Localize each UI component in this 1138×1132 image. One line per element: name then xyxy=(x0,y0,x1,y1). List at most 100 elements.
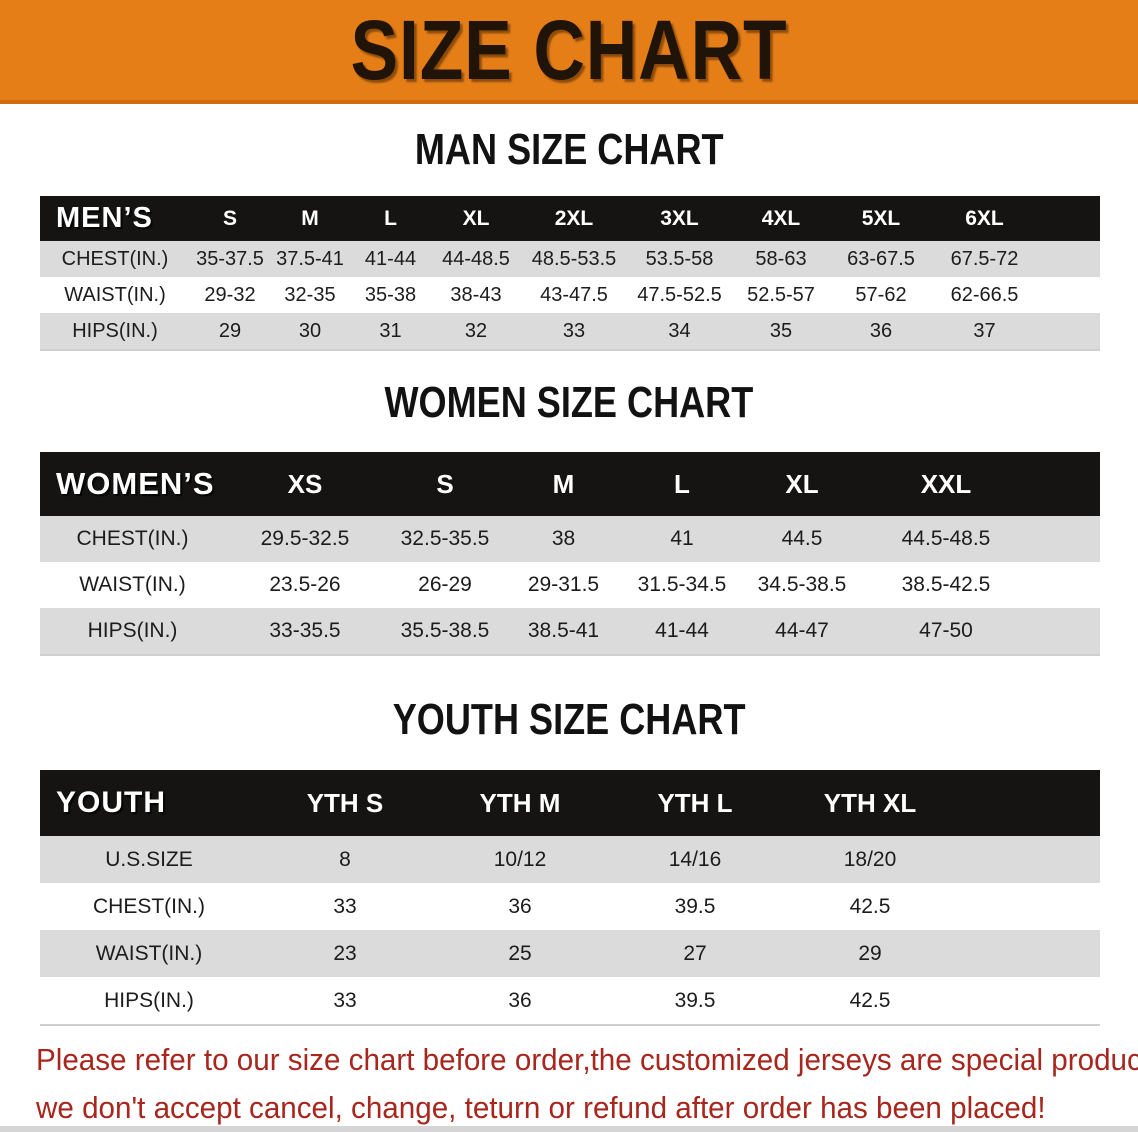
size-table: WOMEN’S XS S M L XL XXL CHEST(IN.) 29.5-32.5 32.5… xyxy=(40,452,1100,656)
column-header: 4XL xyxy=(732,196,830,241)
size-value-cell: 35-37.5 xyxy=(190,241,270,277)
header-filler xyxy=(958,770,1100,836)
size-value-cell: 36 xyxy=(432,977,608,1025)
size-value-cell: 33 xyxy=(521,313,627,350)
size-value-cell: 44-47 xyxy=(742,608,862,655)
size-value-cell: 35.5-38.5 xyxy=(385,608,505,655)
row-label: WAIST(IN.) xyxy=(40,562,225,608)
youth-section-heading: YOUTH SIZE CHART xyxy=(0,695,1138,744)
row-label: CHEST(IN.) xyxy=(40,516,225,562)
table-header-row: WOMEN’S XS S M L XL XXL xyxy=(40,452,1100,516)
row-label: HIPS(IN.) xyxy=(40,977,258,1025)
table-row: HIPS(IN.) 33 36 39.5 42.5 xyxy=(40,977,1100,1025)
size-value-cell: 42.5 xyxy=(782,977,958,1025)
size-value-cell: 35 xyxy=(732,313,830,350)
size-value-cell: 36 xyxy=(432,883,608,930)
size-value-cell: 58-63 xyxy=(732,241,830,277)
man-section-heading: MAN SIZE CHART xyxy=(0,125,1138,174)
size-value-cell: 36 xyxy=(830,313,932,350)
size-value-cell: 38.5-41 xyxy=(505,608,622,655)
size-value-cell: 57-62 xyxy=(830,277,932,313)
table-row: WAIST(IN.) 29-32 32-35 35-38 38-43 43-47.5 47.… xyxy=(40,277,1100,313)
youth-size-table: YOUTH YTH S YTH M YTH L YTH XL U.S.SIZE 8 10/12… xyxy=(40,770,1100,1026)
column-header: YTH L xyxy=(608,770,782,836)
size-value-cell: 52.5-57 xyxy=(732,277,830,313)
column-header: 2XL xyxy=(521,196,627,241)
table-row: CHEST(IN.) 29.5-32.5 32.5-35.5 38 41 44.5 44.5… xyxy=(40,516,1100,562)
column-header: XL xyxy=(742,452,862,516)
size-value-cell: 48.5-53.5 xyxy=(521,241,627,277)
size-value-cell: 42.5 xyxy=(782,883,958,930)
row-filler xyxy=(1030,608,1100,655)
column-header: XS xyxy=(225,452,385,516)
size-value-cell: 29-32 xyxy=(190,277,270,313)
size-chart-banner: SIZE CHART xyxy=(0,0,1138,104)
size-value-cell: 33 xyxy=(258,883,432,930)
column-header: YTH XL xyxy=(782,770,958,836)
row-label: HIPS(IN.) xyxy=(40,313,190,350)
size-value-cell: 38.5-42.5 xyxy=(862,562,1030,608)
column-header: 6XL xyxy=(932,196,1037,241)
table-header-label: WOMEN’S xyxy=(40,452,225,516)
header-filler xyxy=(1030,452,1100,516)
size-value-cell: 44.5 xyxy=(742,516,862,562)
size-value-cell: 34.5-38.5 xyxy=(742,562,862,608)
size-value-cell: 53.5-58 xyxy=(627,241,732,277)
size-value-cell: 26-29 xyxy=(385,562,505,608)
size-value-cell: 32 xyxy=(431,313,521,350)
size-value-cell: 29-31.5 xyxy=(505,562,622,608)
table-header-row: YOUTH YTH S YTH M YTH L YTH XL xyxy=(40,770,1100,836)
size-value-cell: 44.5-48.5 xyxy=(862,516,1030,562)
table-header-label: MEN’S xyxy=(40,196,190,241)
table-header-label: YOUTH xyxy=(40,770,258,836)
row-label: CHEST(IN.) xyxy=(40,883,258,930)
row-label: HIPS(IN.) xyxy=(40,608,225,655)
row-filler xyxy=(1030,562,1100,608)
size-value-cell: 32.5-35.5 xyxy=(385,516,505,562)
row-filler xyxy=(958,930,1100,977)
row-filler xyxy=(1037,241,1100,277)
header-filler xyxy=(1037,196,1100,241)
table-header-row: MEN’S S M L XL 2XL 3XL 4XL 5XL 6XL xyxy=(40,196,1100,241)
column-header: 5XL xyxy=(830,196,932,241)
man-section-heading-text: MAN SIZE CHART xyxy=(414,125,724,174)
size-value-cell: 37.5-41 xyxy=(270,241,350,277)
size-value-cell: 39.5 xyxy=(608,977,782,1025)
size-value-cell: 31.5-34.5 xyxy=(622,562,742,608)
column-header: S xyxy=(385,452,505,516)
size-value-cell: 25 xyxy=(432,930,608,977)
size-value-cell: 63-67.5 xyxy=(830,241,932,277)
size-value-cell: 33 xyxy=(258,977,432,1025)
size-value-cell: 34 xyxy=(627,313,732,350)
size-table: YOUTH YTH S YTH M YTH L YTH XL U.S.SIZE 8 10/12… xyxy=(40,770,1100,1026)
table-row: HIPS(IN.) 29 30 31 32 33 34 35 36 37 xyxy=(40,313,1100,350)
row-filler xyxy=(1030,516,1100,562)
row-filler xyxy=(1037,277,1100,313)
row-label: U.S.SIZE xyxy=(40,836,258,883)
size-value-cell: 47-50 xyxy=(862,608,1030,655)
table-row: U.S.SIZE 8 10/12 14/16 18/20 xyxy=(40,836,1100,883)
table-row: WAIST(IN.) 23.5-26 26-29 29-31.5 31.5-34.5 34… xyxy=(40,562,1100,608)
size-value-cell: 47.5-52.5 xyxy=(627,277,732,313)
size-value-cell: 8 xyxy=(258,836,432,883)
size-value-cell: 32-35 xyxy=(270,277,350,313)
size-value-cell: 29 xyxy=(190,313,270,350)
column-header: YTH S xyxy=(258,770,432,836)
column-header: M xyxy=(505,452,622,516)
column-header: M xyxy=(270,196,350,241)
column-header: XL xyxy=(431,196,521,241)
order-policy-note: Please refer to our size chart before or… xyxy=(36,1036,1138,1132)
column-header: L xyxy=(350,196,431,241)
size-value-cell: 44-48.5 xyxy=(431,241,521,277)
size-value-cell: 41-44 xyxy=(350,241,431,277)
table-row: HIPS(IN.) 33-35.5 35.5-38.5 38.5-41 41-44 44-… xyxy=(40,608,1100,655)
size-value-cell: 29 xyxy=(782,930,958,977)
column-header: L xyxy=(622,452,742,516)
size-value-cell: 30 xyxy=(270,313,350,350)
youth-section-heading-text: YOUTH SIZE CHART xyxy=(392,695,746,744)
column-header: YTH M xyxy=(432,770,608,836)
size-value-cell: 62-66.5 xyxy=(932,277,1037,313)
size-value-cell: 38-43 xyxy=(431,277,521,313)
womens-size-table: WOMEN’S XS S M L XL XXL CHEST(IN.) 29.5-32.5 32.5… xyxy=(40,452,1100,656)
size-value-cell: 23.5-26 xyxy=(225,562,385,608)
